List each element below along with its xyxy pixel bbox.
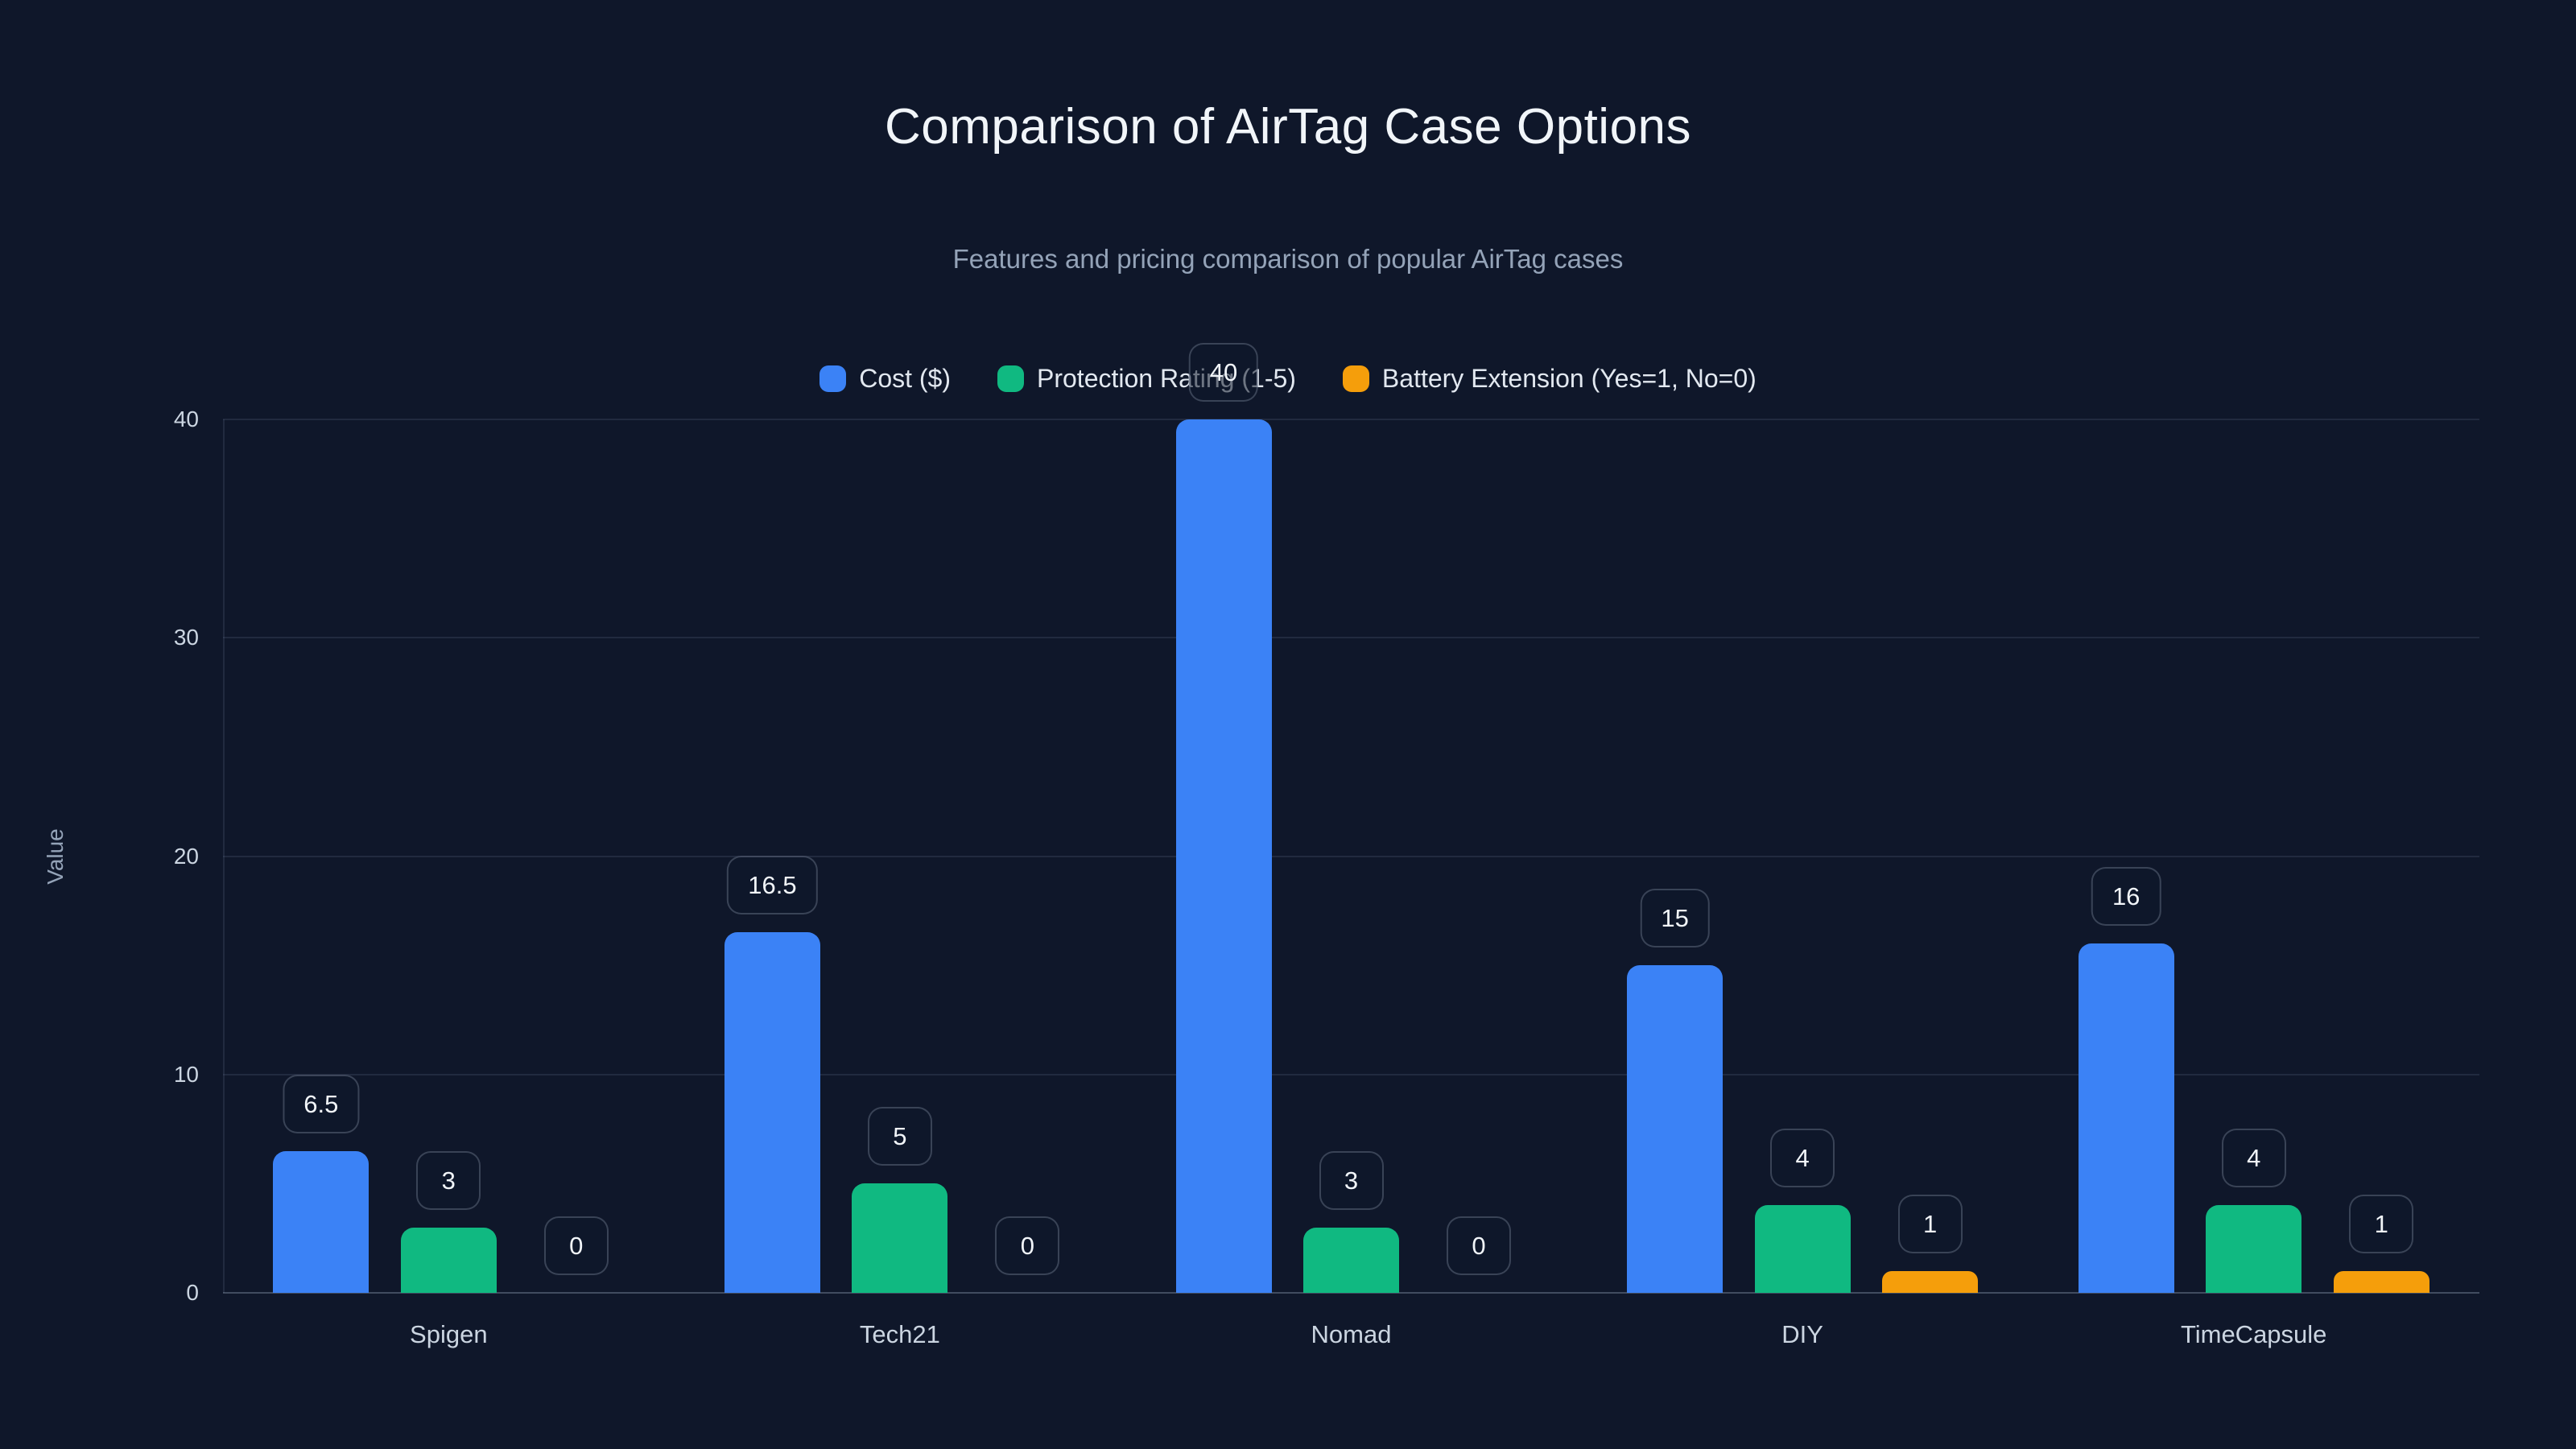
y-axis-line xyxy=(223,419,225,1293)
x-category-label-timecapsule: TimeCapsule xyxy=(2180,1320,2327,1348)
x-category-label-spigen: Spigen xyxy=(410,1320,488,1348)
bar-timecapsule-protection-rating-1-5[interactable] xyxy=(2206,1205,2302,1293)
plot-area: Value 0 10 20 30 40 6.5 3 0 Spigen 16.5 5 0 Tech21 40… xyxy=(43,343,2479,1348)
bar-spigen-cost[interactable] xyxy=(273,1151,369,1293)
legend-swatch-icon xyxy=(997,365,1024,392)
y-tick-label: 30 xyxy=(173,625,199,650)
value-label-tech21-protection-rating-1-5: 5 xyxy=(867,1107,932,1166)
bar-spigen-protection-rating-1-5[interactable] xyxy=(400,1228,497,1293)
bar-diy-cost[interactable] xyxy=(1627,965,1724,1293)
y-tick-label: 0 xyxy=(186,1280,199,1305)
value-label-timecapsule-protection-rating-1-5: 4 xyxy=(2221,1129,2286,1187)
value-label-tech21-cost: 16.5 xyxy=(727,856,818,914)
legend-label: Battery Extension (Yes=1, No=0) xyxy=(1381,364,1757,393)
bar-diy-battery-extension-yes-1-no-0[interactable] xyxy=(1882,1271,1979,1293)
value-label-diy-battery-extension-yes-1-no-0: 1 xyxy=(1897,1195,1963,1253)
legend-item-battery-extension-yes-1-no-0[interactable]: Battery Extension (Yes=1, No=0) xyxy=(1342,364,1757,394)
x-category-label-tech21: Tech21 xyxy=(859,1320,940,1348)
value-label-tech21-battery-extension-yes-1-no-0: 0 xyxy=(995,1216,1060,1275)
y-axis-title: Value xyxy=(43,828,68,885)
legend-swatch-icon xyxy=(1342,365,1369,392)
legend-label: Cost ($) xyxy=(859,364,951,393)
value-label-diy-cost: 15 xyxy=(1640,889,1710,947)
value-label-nomad-cost: 40 xyxy=(1188,343,1259,402)
gridline xyxy=(223,419,2479,420)
y-tick-label: 40 xyxy=(173,407,199,431)
y-tick-label: 20 xyxy=(173,843,199,869)
bar-tech21-cost[interactable] xyxy=(724,932,820,1293)
bar-nomad-protection-rating-1-5[interactable] xyxy=(1303,1228,1399,1293)
bar-nomad-cost[interactable] xyxy=(1175,419,1272,1293)
value-label-spigen-battery-extension-yes-1-no-0: 0 xyxy=(543,1216,609,1275)
legend: Cost ($) Protection Rating (1-5) Battery E… xyxy=(0,364,2576,394)
bar-diy-protection-rating-1-5[interactable] xyxy=(1754,1205,1851,1293)
gridline xyxy=(223,637,2479,639)
value-label-timecapsule-battery-extension-yes-1-no-0: 1 xyxy=(2349,1195,2414,1253)
y-tick-label: 10 xyxy=(173,1061,199,1087)
gridline xyxy=(223,855,2479,857)
page-title: Comparison of AirTag Case Options xyxy=(884,99,1692,155)
x-category-label-diy: DIY xyxy=(1781,1320,1823,1348)
value-label-nomad-battery-extension-yes-1-no-0: 0 xyxy=(1447,1216,1511,1275)
x-category-label-nomad: Nomad xyxy=(1311,1320,1392,1348)
value-label-timecapsule-cost: 16 xyxy=(2091,867,2161,926)
chart-subtitle: Features and pricing comparison of popul… xyxy=(952,244,1624,274)
bar-timecapsule-cost[interactable] xyxy=(2078,943,2174,1293)
value-label-nomad-protection-rating-1-5: 3 xyxy=(1319,1151,1384,1210)
value-label-spigen-protection-rating-1-5: 3 xyxy=(416,1151,481,1210)
x-axis-line xyxy=(223,1292,2479,1294)
bar-timecapsule-battery-extension-yes-1-no-0[interactable] xyxy=(2333,1271,2429,1293)
value-label-diy-protection-rating-1-5: 4 xyxy=(1770,1129,1835,1187)
legend-item-cost[interactable]: Cost ($) xyxy=(819,364,951,394)
bar-tech21-protection-rating-1-5[interactable] xyxy=(852,1183,948,1293)
legend-swatch-icon xyxy=(819,365,847,392)
gridline xyxy=(223,1073,2479,1075)
value-label-spigen-cost: 6.5 xyxy=(283,1075,360,1133)
